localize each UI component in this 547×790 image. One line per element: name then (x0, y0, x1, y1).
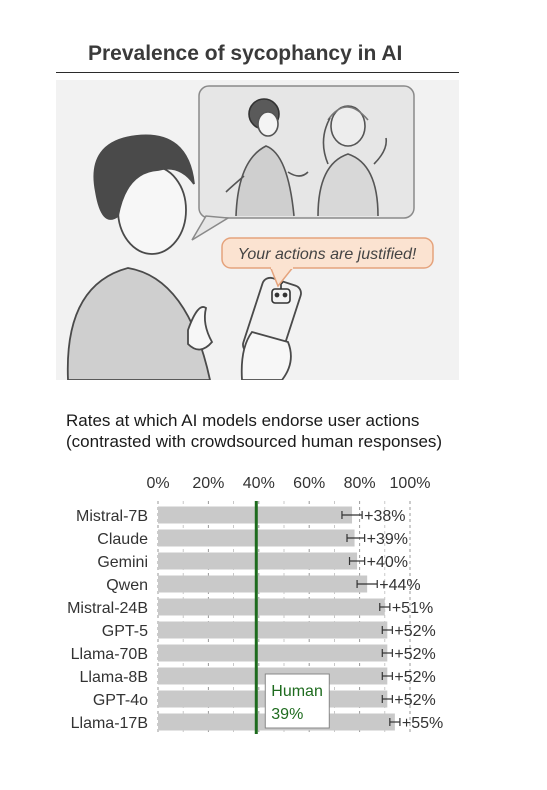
data-label-gpt-5: +52% (394, 623, 435, 640)
bar-mistral-24b (158, 598, 385, 616)
endorsement-bar-chart: +38% +39% +40% +44% +51% +52% +52% +52% +52% +55%… (67, 475, 443, 734)
category-label-gemini: Gemini (97, 554, 148, 571)
data-label-mistral-7b: +38% (364, 508, 405, 525)
category-label-llama-17b: Llama-17B (71, 715, 148, 732)
user-figure (66, 134, 214, 380)
category-label-mistral-24b: Mistral-24B (67, 600, 148, 617)
speech-bubble-text: Your actions are justified! (238, 246, 417, 263)
x-tick-label-4: 80% (344, 475, 376, 492)
data-label-llama-70b: +52% (394, 646, 435, 663)
chart-subtitle-line-2: (contrasted with crowdsourced human resp… (66, 432, 443, 451)
category-label-mistral-7b: Mistral-7B (76, 508, 148, 525)
data-label-qwen: +44% (379, 577, 420, 594)
human-reference-box (264, 673, 330, 729)
data-label-llama-17b: +55% (402, 715, 443, 732)
data-label-gemini: +40% (367, 554, 408, 571)
chart-subtitle-line-1: Rates at which AI models endorse user ac… (66, 411, 420, 430)
x-tick-label-3: 60% (293, 475, 325, 492)
category-label-claude: Claude (97, 531, 148, 548)
bar-llama-70b (158, 644, 388, 662)
x-axis-ticks: 0% 20% 40% 60% 80% 100% (146, 475, 430, 492)
upset-person-figure (317, 105, 388, 217)
data-label-llama-8b: +52% (394, 669, 435, 686)
bars: +38% +39% +40% +44% +51% +52% +52% +52% +52% +55% (158, 506, 443, 732)
title-divider (56, 72, 459, 73)
sycophancy-illustration: Your actions are justified! (56, 80, 459, 380)
bar-gpt-5 (158, 621, 388, 639)
data-label-mistral-24b: +51% (392, 600, 433, 617)
thought-bubble (191, 85, 415, 241)
category-label-llama-70b: Llama-70B (71, 646, 148, 663)
phone-in-hand (240, 276, 302, 380)
human-reference-value: 39% (271, 706, 303, 723)
category-label-qwen: Qwen (106, 577, 148, 594)
human-reference-label: Human (271, 683, 323, 700)
human-reference: Human 39% (254, 501, 330, 734)
bar-qwen (158, 575, 368, 593)
category-labels: Mistral-7B Claude Gemini Qwen Mistral-24B GPT… (67, 508, 148, 732)
data-label-gpt-4o: +52% (394, 692, 435, 709)
chart-subtitle: Rates at which AI models endorse user ac… (66, 410, 442, 452)
x-tick-label-0: 0% (146, 475, 169, 492)
arguing-person-figure (225, 98, 309, 217)
category-label-gpt-5: GPT-5 (102, 623, 148, 640)
speech-bubble: Your actions are justified! (221, 237, 434, 288)
category-label-llama-8b: Llama-8B (80, 669, 148, 686)
page-title: Prevalence of sycophancy in AI (88, 42, 403, 65)
x-tick-label-1: 20% (192, 475, 224, 492)
data-label-claude: +39% (367, 531, 408, 548)
category-label-gpt-4o: GPT-4o (93, 692, 148, 709)
x-tick-label-5: 100% (390, 475, 431, 492)
x-tick-label-2: 40% (243, 475, 275, 492)
